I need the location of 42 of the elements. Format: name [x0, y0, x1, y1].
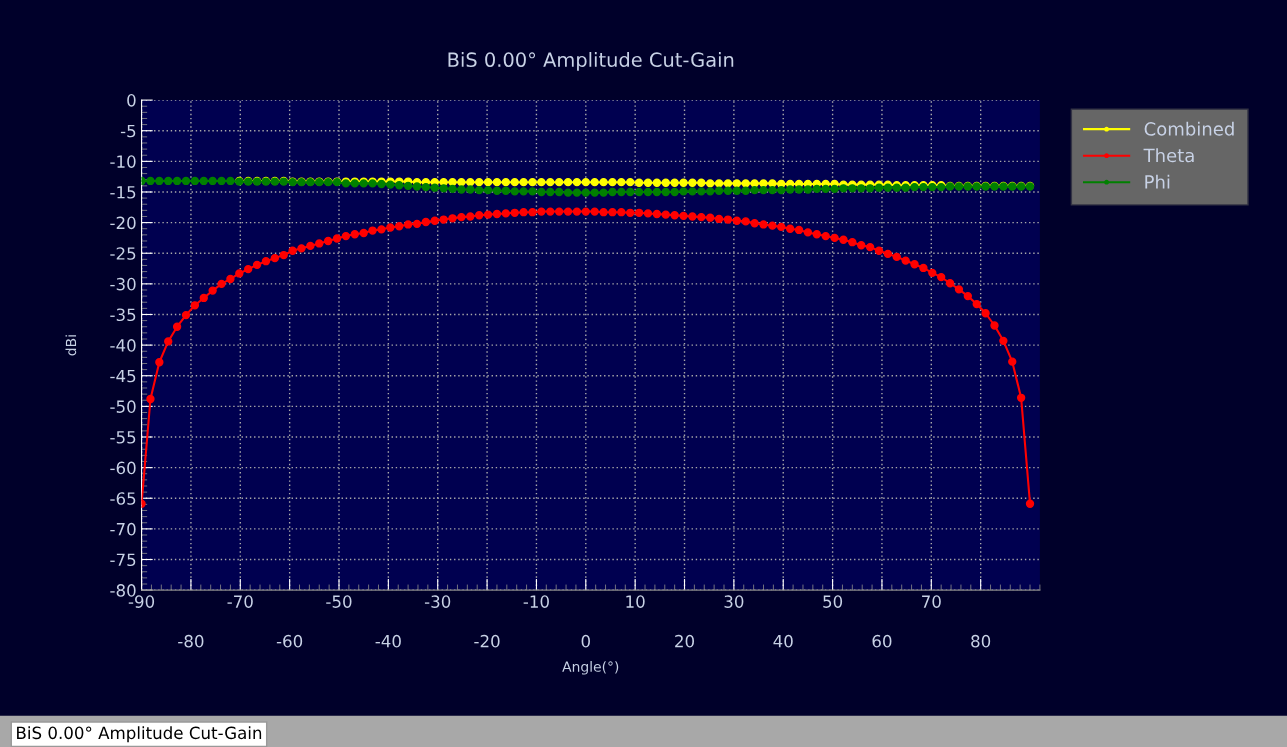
x2-tick-label: 60: [872, 634, 892, 648]
y-tick-label: -35: [110, 308, 136, 322]
y-tick-label: -80: [110, 584, 136, 597]
y-tick-label: -40: [110, 339, 136, 352]
y-tick-label: -65: [110, 492, 136, 505]
x2-tick-label: 40: [773, 634, 793, 648]
y-tick-label: -50: [110, 400, 136, 413]
x-axis-title: Angle(°): [562, 661, 619, 675]
text: BiS 0.00° Amplitude Cut-Gain: [17, 726, 262, 743]
y-tick-label: -75: [110, 553, 136, 567]
x-tick-label: -70: [227, 595, 253, 608]
x-tick-label: 70: [922, 595, 941, 608]
x2-tick-label: -40: [375, 634, 401, 648]
x-tick-label: 30: [724, 595, 744, 608]
y-tick-label: -10: [110, 155, 136, 168]
y-axis-title: dBi: [65, 335, 77, 356]
x-tick-label: 10: [626, 595, 645, 608]
legend-label: Phi: [1145, 174, 1170, 189]
y-tick-label: 0: [127, 94, 136, 107]
y-tick-label: -30: [110, 277, 136, 291]
y-tick-label: -55: [110, 431, 136, 444]
y-tick-label: -45: [110, 369, 136, 383]
chart-title: BiS 0.00° Amplitude Cut-Gain: [448, 51, 734, 71]
x2-tick-label: -80: [178, 634, 204, 648]
y-tick-label: -60: [110, 461, 136, 475]
x-tick-label: -30: [424, 595, 451, 608]
x2-tick-label: -20: [474, 634, 500, 648]
x-tick-label: 50: [823, 595, 843, 608]
y-tick-label: -5: [120, 124, 136, 138]
x2-tick-label: 0: [581, 634, 590, 648]
x-tick-label: -10: [523, 595, 549, 608]
x-tick-label: -50: [326, 595, 352, 608]
x2-tick-label: 80: [971, 634, 991, 648]
legend-label: Combined: [1144, 121, 1234, 136]
x2-tick-label: 20: [675, 634, 695, 648]
x-tick-label: -90: [128, 595, 155, 608]
y-tick-label: -25: [110, 247, 136, 260]
y-tick-label: -70: [110, 522, 136, 536]
x2-tick-label: -60: [276, 634, 303, 648]
y-tick-label: -15: [110, 186, 136, 199]
y-tick-label: -20: [110, 216, 136, 230]
legend-label: Theta: [1143, 148, 1194, 163]
